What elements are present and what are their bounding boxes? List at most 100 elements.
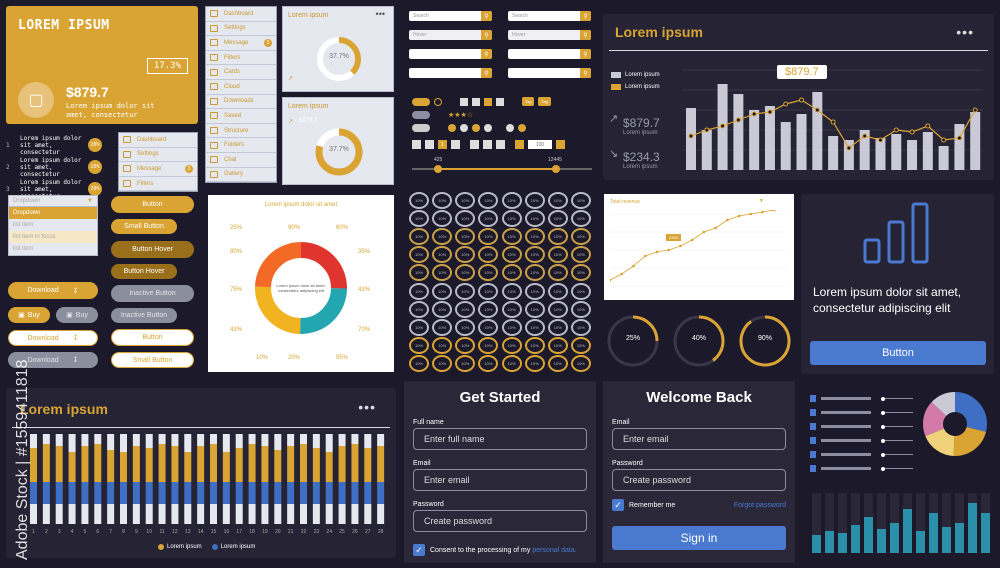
bar xyxy=(796,114,807,170)
full-name-field[interactable]: Enter full name xyxy=(413,428,587,450)
menu-item-message[interactable]: Message 3 xyxy=(119,162,197,177)
download-outline-button[interactable]: Download ↧ xyxy=(8,330,98,346)
menu-item-gallery[interactable]: Gallery xyxy=(206,168,276,183)
tag[interactable]: Tag xyxy=(522,97,535,106)
menu-item-folders[interactable]: Folders xyxy=(206,138,276,153)
search-icon[interactable]: ⚲ xyxy=(580,49,591,59)
remember-checkbox[interactable]: ✓ xyxy=(612,499,624,511)
sign-in-button[interactable]: Sign in xyxy=(612,526,786,550)
menu-item-saved[interactable]: Saved xyxy=(206,109,276,124)
search-input[interactable]: Search ⚲ xyxy=(409,11,492,21)
slider-handle[interactable] xyxy=(434,165,442,173)
pagination-item[interactable] xyxy=(496,140,505,149)
search-icon[interactable]: ⚲ xyxy=(580,68,591,78)
search-input[interactable]: Search ⚲ xyxy=(508,11,591,21)
toggle-off[interactable] xyxy=(412,124,430,132)
email-field[interactable]: Enter email xyxy=(612,428,786,450)
pagination-item[interactable] xyxy=(412,140,421,149)
menu-item-cloud[interactable]: Cloud xyxy=(206,80,276,95)
consent-checkbox[interactable]: ✓ xyxy=(413,544,425,556)
menu-item-downloads[interactable]: Downloads xyxy=(206,95,276,110)
search-icon[interactable]: ⚲ xyxy=(481,30,492,40)
checkbox[interactable] xyxy=(460,97,468,106)
dropdown[interactable]: Dropdown ▼ Dropdown list item list item i… xyxy=(8,195,98,256)
menu-item-chat[interactable]: Chat xyxy=(206,153,276,168)
search-icon[interactable]: ⚲ xyxy=(481,11,492,21)
primary-button[interactable]: Button xyxy=(111,196,194,213)
menu-item-dashboard[interactable]: Dashboard xyxy=(119,133,197,148)
search-icon[interactable]: ⚲ xyxy=(481,49,492,59)
toggle-on[interactable] xyxy=(412,97,430,106)
personal-data-link[interactable]: personal data. xyxy=(532,546,577,554)
menu-item-filters[interactable]: Filters xyxy=(119,177,197,192)
checkbox[interactable] xyxy=(496,97,504,106)
email-field[interactable]: Enter email xyxy=(413,469,587,491)
menu-item-settings[interactable]: Settings xyxy=(206,22,276,37)
small-outline-button[interactable]: Small Button xyxy=(111,352,194,368)
radio[interactable] xyxy=(506,124,514,132)
more-icon[interactable]: ••• xyxy=(956,24,974,40)
download-button[interactable]: Download ↧ xyxy=(8,282,98,299)
dropdown-option[interactable]: list item xyxy=(13,246,34,252)
more-icon[interactable]: ••• xyxy=(358,399,376,415)
small-button[interactable]: Small Button xyxy=(111,219,177,234)
rating-stars[interactable]: ★★★☆ xyxy=(448,112,474,119)
plus-button[interactable] xyxy=(556,140,565,149)
dropdown-option[interactable]: list item in focus xyxy=(9,231,97,243)
hover-input[interactable]: Hover ⚲ xyxy=(409,30,492,40)
chevron-down-icon[interactable]: ▼ xyxy=(759,198,764,204)
promo-button[interactable]: Button xyxy=(810,341,986,365)
outline-button[interactable]: Button xyxy=(111,329,194,346)
pagination-item[interactable] xyxy=(483,140,492,149)
button-hover[interactable]: Button Hover xyxy=(111,241,194,258)
download-inactive-button[interactable]: Download ↧ xyxy=(8,352,98,368)
small-inactive-button[interactable]: Inactive Button xyxy=(111,308,177,323)
buy-button-inactive[interactable]: ▣ Buy xyxy=(56,307,98,323)
pagination-item[interactable] xyxy=(451,140,460,149)
pagination-item[interactable] xyxy=(425,140,434,149)
stepper-input[interactable]: 100 xyxy=(528,140,552,149)
radio-selected[interactable] xyxy=(472,124,480,132)
percent-circle: 10% xyxy=(432,300,453,318)
pagination-item[interactable] xyxy=(470,140,479,149)
pagination-current[interactable]: 1 xyxy=(438,140,447,149)
search-icon[interactable]: ⚲ xyxy=(580,30,591,40)
checkbox[interactable] xyxy=(472,97,480,106)
dropdown-option[interactable]: list item xyxy=(13,222,34,228)
range-slider[interactable]: 425 12445 xyxy=(412,157,592,173)
search-input[interactable]: ⚲ xyxy=(508,68,591,78)
buy-button[interactable]: ▣ Buy xyxy=(8,307,50,323)
inactive-button[interactable]: Inactive Button xyxy=(111,285,194,302)
search-input[interactable]: ⚲ xyxy=(508,49,591,59)
search-icon[interactable]: ⚲ xyxy=(481,68,492,78)
small-button-hover[interactable]: Button Hover xyxy=(111,264,177,279)
checkbox-checked[interactable] xyxy=(484,97,492,106)
password-field[interactable]: Create password xyxy=(612,469,786,491)
menu-item-message[interactable]: Message 3 xyxy=(206,36,276,51)
more-icon[interactable]: ••• xyxy=(375,9,385,19)
search-icon[interactable]: ⚲ xyxy=(580,11,591,21)
dropdown-option[interactable]: Dropdown xyxy=(9,207,97,219)
radio-selected[interactable] xyxy=(518,124,526,132)
search-input[interactable]: ⚲ xyxy=(409,49,492,59)
radio[interactable] xyxy=(434,97,442,106)
menu-item-cards[interactable]: Cards xyxy=(206,65,276,80)
menu-item-settings[interactable]: Settings xyxy=(119,148,197,163)
toggle-off[interactable] xyxy=(412,111,430,119)
tag[interactable]: Tag xyxy=(538,97,551,106)
menu-item-dashboard[interactable]: Dashboard xyxy=(206,7,276,22)
list-item[interactable]: 2 Lorem ipsum dolor sit amet, consectetur… xyxy=(6,156,114,178)
list-item[interactable]: 1 Lorem ipsum dolor sit amet, consectetur… xyxy=(6,134,114,156)
forgot-password-link[interactable]: Forgot password xyxy=(733,501,786,509)
slider-handle[interactable] xyxy=(552,165,560,173)
dropdown-selected[interactable]: Dropdown ▼ xyxy=(8,195,98,207)
radio[interactable] xyxy=(484,124,492,132)
menu-item-structure[interactable]: Structure xyxy=(206,124,276,139)
password-field[interactable]: Create password xyxy=(413,510,587,532)
radio[interactable] xyxy=(460,124,468,132)
hover-input[interactable]: Hover ⚲ xyxy=(508,30,591,40)
search-input[interactable]: ⚲ xyxy=(409,68,492,78)
menu-item-filters[interactable]: Filters xyxy=(206,51,276,66)
minus-button[interactable] xyxy=(515,140,524,149)
radio-selected[interactable] xyxy=(448,124,456,132)
